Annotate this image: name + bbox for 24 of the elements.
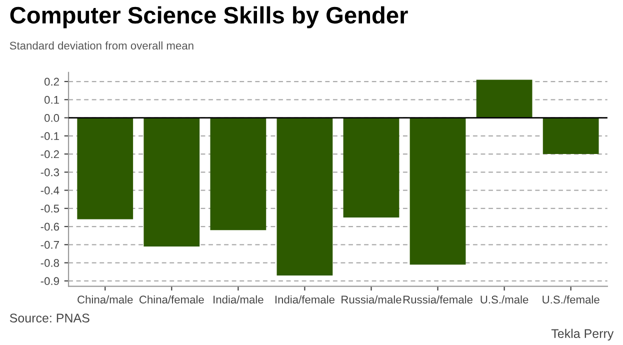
text: Tekla Perry — [551, 328, 614, 340]
x-tick-label: U.S./male — [480, 295, 528, 304]
y-tick-label: -0.4 — [40, 186, 60, 194]
x-tick-label: Russia/male — [342, 295, 402, 304]
y-tick-label: 0.0 — [44, 114, 60, 122]
x-tick-label: India/male — [214, 295, 264, 304]
x-tick-label: China/male — [78, 295, 133, 304]
y-tick-label: -0.9 — [40, 277, 59, 286]
y-tick-label: 0.2 — [44, 78, 59, 86]
x-tick-label: India/female — [275, 295, 334, 304]
y-tick-label: -0.6 — [40, 222, 60, 231]
x-tick-label: China/female — [139, 295, 204, 304]
chart-title: Computer Science Skills by Gender — [10, 6, 408, 28]
chart-subtitle: Standard deviation from overall mean — [10, 41, 194, 50]
y-tick-label: -0.1 — [40, 132, 59, 140]
y-tick-label: -0.2 — [40, 150, 59, 158]
source-note: Source: PNAS — [10, 314, 90, 322]
y-tick-label: -0.3 — [40, 168, 60, 176]
y-tick-label: -0.8 — [40, 259, 60, 267]
x-tick-label: Russia/female — [403, 295, 472, 304]
y-tick-label: 0.1 — [44, 96, 59, 104]
y-tick-label: -0.7 — [40, 240, 59, 249]
x-tick-label: U.S./female — [542, 295, 600, 304]
y-tick-label: -0.5 — [40, 204, 60, 213]
